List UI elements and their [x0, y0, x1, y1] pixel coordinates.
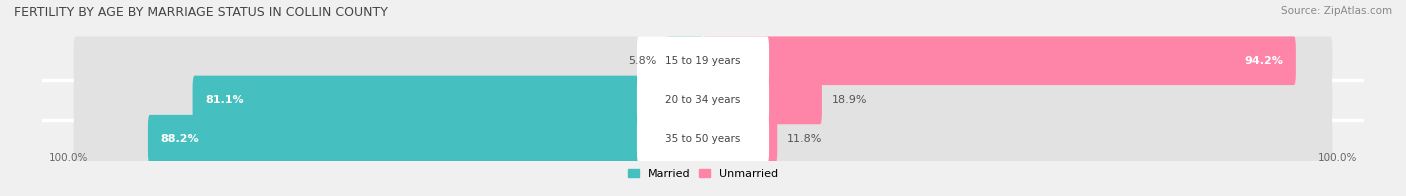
- FancyBboxPatch shape: [73, 36, 1333, 85]
- Legend: Married, Unmarried: Married, Unmarried: [623, 164, 783, 183]
- FancyBboxPatch shape: [637, 76, 769, 124]
- Text: 20 to 34 years: 20 to 34 years: [665, 95, 741, 105]
- FancyBboxPatch shape: [148, 115, 703, 163]
- FancyBboxPatch shape: [73, 115, 1333, 163]
- FancyBboxPatch shape: [637, 115, 769, 163]
- FancyBboxPatch shape: [73, 76, 1333, 124]
- Text: 11.8%: 11.8%: [787, 134, 823, 144]
- Text: 15 to 19 years: 15 to 19 years: [665, 56, 741, 66]
- Text: 100.0%: 100.0%: [1319, 153, 1358, 163]
- Text: 81.1%: 81.1%: [205, 95, 243, 105]
- Text: 94.2%: 94.2%: [1244, 56, 1284, 66]
- Text: 18.9%: 18.9%: [831, 95, 868, 105]
- FancyBboxPatch shape: [703, 36, 1296, 85]
- Text: 5.8%: 5.8%: [628, 56, 657, 66]
- Text: FERTILITY BY AGE BY MARRIAGE STATUS IN COLLIN COUNTY: FERTILITY BY AGE BY MARRIAGE STATUS IN C…: [14, 6, 388, 19]
- FancyBboxPatch shape: [703, 76, 823, 124]
- Text: 35 to 50 years: 35 to 50 years: [665, 134, 741, 144]
- Text: 100.0%: 100.0%: [48, 153, 87, 163]
- FancyBboxPatch shape: [703, 115, 778, 163]
- FancyBboxPatch shape: [666, 36, 703, 85]
- Text: Source: ZipAtlas.com: Source: ZipAtlas.com: [1281, 6, 1392, 16]
- FancyBboxPatch shape: [637, 36, 769, 85]
- FancyBboxPatch shape: [193, 76, 703, 124]
- Text: 88.2%: 88.2%: [160, 134, 200, 144]
